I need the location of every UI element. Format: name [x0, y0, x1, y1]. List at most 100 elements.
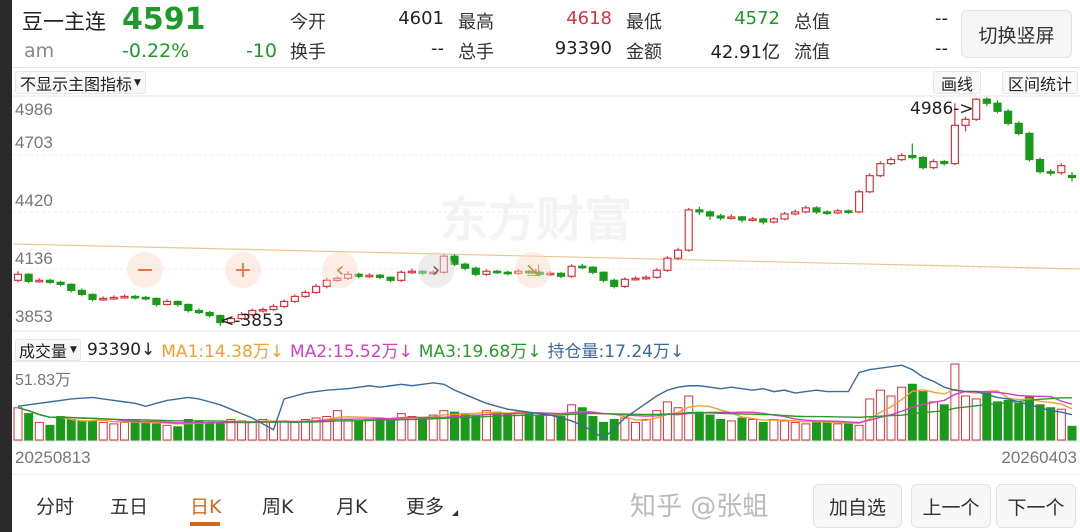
volume-bar — [662, 401, 672, 441]
candle-body — [77, 289, 86, 296]
volume-bar — [418, 417, 428, 441]
zoom-out-icon[interactable] — [127, 252, 163, 288]
candle-body — [184, 303, 193, 312]
candle-body — [99, 297, 108, 301]
volume-bar — [630, 421, 640, 441]
volume-indicator-row: 成交量 ▼ 93390↓ MA1:14.38万↓ MA2:15.52万↓ MA3:… — [15, 337, 684, 362]
candle-body — [748, 218, 757, 222]
volume-bar — [141, 421, 151, 441]
candle-body — [482, 270, 491, 275]
volume-bar — [929, 401, 939, 441]
candle-body — [141, 296, 150, 300]
start-date: 20250813 — [15, 448, 91, 467]
volume-bar — [758, 421, 768, 441]
watermark-eastmoney: 东方财富 — [440, 192, 633, 248]
next-button[interactable]: 下一个 — [996, 484, 1076, 528]
candle-body — [45, 279, 55, 283]
candle-body — [333, 277, 342, 281]
field-value: -- — [935, 38, 948, 59]
end-date: 20260403 — [1001, 448, 1077, 467]
volume-bar — [705, 414, 715, 441]
tab-2[interactable]: 日K — [190, 496, 222, 518]
candle-body — [908, 154, 917, 159]
candle-body — [24, 273, 33, 282]
last-price: 4591 — [122, 2, 206, 37]
volume-bar — [1003, 399, 1013, 441]
candle-body — [524, 270, 534, 274]
chevron-left-icon[interactable]: ‹ — [322, 252, 358, 288]
volume-bar — [556, 416, 566, 441]
volume-bar — [535, 414, 545, 441]
y-tick-label: 4703 — [15, 133, 53, 152]
candle-body — [194, 309, 204, 314]
volume-bar — [332, 410, 342, 441]
volume-bar — [162, 424, 172, 441]
dropdown-arrow-icon: ▼ — [134, 77, 141, 88]
field-label: 流值 — [794, 42, 830, 63]
chevron-right-icon[interactable]: › — [418, 252, 454, 288]
change-value: -10 — [245, 40, 277, 62]
candle-body — [876, 163, 885, 177]
volume-bar — [737, 417, 747, 441]
candle-body — [365, 274, 374, 278]
candle-body — [120, 295, 129, 299]
candle-body — [940, 160, 949, 165]
candle-body — [1057, 165, 1066, 174]
volume-bar — [716, 418, 726, 441]
volume-bar — [205, 421, 215, 441]
candle-body — [131, 295, 140, 299]
candle-body — [886, 158, 896, 165]
volume-bar — [130, 420, 140, 441]
draw-line-button[interactable]: 画线 — [933, 71, 981, 94]
volume-bar — [24, 413, 34, 441]
volume-bar — [428, 414, 438, 441]
add-watchlist-button[interactable]: 加自选 — [813, 484, 902, 528]
volume-bar — [375, 417, 385, 441]
volume-indicator-select[interactable]: 成交量 ▼ — [15, 338, 81, 361]
range-stats-button[interactable]: 区间统计 — [1002, 71, 1078, 94]
indicator-select-label: 不显示主图指标 — [20, 74, 133, 94]
candle-body — [301, 291, 310, 298]
zoom-in-icon[interactable]: + — [225, 252, 261, 288]
volume-bar — [1067, 425, 1077, 441]
ma1-value: MA1:14.38万↓ — [161, 342, 285, 362]
field-label: 总手 — [458, 42, 494, 63]
candle-body — [322, 279, 331, 287]
candle-body — [599, 271, 608, 281]
volume-bar — [66, 418, 76, 441]
candle-body — [13, 273, 23, 281]
divider — [12, 474, 1080, 475]
collapse-icon[interactable]: ⇲ — [515, 252, 551, 288]
volume-bar — [88, 420, 98, 441]
tab-3[interactable]: 周K — [262, 496, 294, 518]
candle-body — [727, 216, 736, 220]
volume-bar — [77, 420, 87, 441]
volume-bar — [875, 389, 885, 441]
candle-body — [343, 273, 353, 279]
previous-button[interactable]: 上一个 — [911, 484, 991, 528]
candle-body — [652, 269, 661, 278]
session-label: am — [24, 40, 55, 62]
candle-body — [642, 276, 651, 280]
candle-body — [620, 278, 629, 287]
tab-4[interactable]: 月K — [336, 496, 368, 518]
tab-1[interactable]: 五日 — [110, 496, 149, 518]
candle-body — [918, 156, 928, 169]
tab-0[interactable]: 分时 — [36, 496, 75, 518]
volume-bar — [726, 420, 736, 441]
field-value: 4572 — [734, 8, 780, 29]
volume-bar — [992, 401, 1002, 441]
main-indicator-select[interactable]: 不显示主图指标 ▼ — [15, 71, 146, 94]
volume-bar — [481, 410, 491, 441]
y-tick-label: 4986 — [15, 100, 53, 119]
volume-bar — [790, 421, 800, 441]
volume-bar — [109, 423, 119, 441]
candle-body — [354, 273, 363, 277]
rotate-screen-button[interactable]: 切换竖屏 — [961, 10, 1072, 58]
field-value: 4601 — [398, 8, 444, 29]
candle-body — [833, 210, 842, 214]
tab-5[interactable]: 更多 — [406, 496, 445, 518]
candle-body — [397, 271, 406, 281]
candle-body — [173, 300, 182, 306]
